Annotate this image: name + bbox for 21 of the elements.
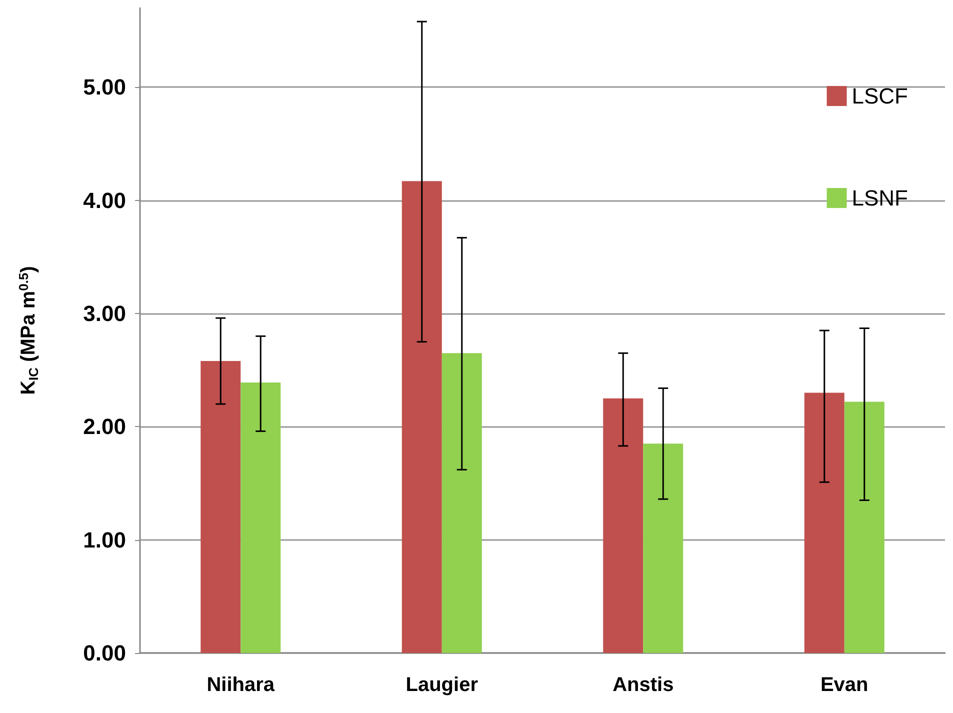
x-tick-label: Anstis [612, 674, 674, 696]
bar [603, 398, 644, 653]
x-tick-label: Laugier [406, 674, 478, 696]
y-tick-label: 2.00 [83, 414, 126, 440]
x-tick-label: Niihara [206, 674, 276, 696]
legend-label: LSCF [852, 84, 908, 108]
y-tick-label: 5.00 [83, 74, 126, 100]
bar [442, 353, 482, 653]
bar [844, 402, 884, 653]
y-tick-label: 1.00 [83, 527, 126, 552]
y-tick-label: 4.00 [83, 188, 126, 213]
bar [643, 444, 684, 653]
bar [240, 382, 281, 653]
bar [804, 392, 844, 653]
y-tick-label: 0.00 [83, 640, 126, 666]
legend-label: LSNF [852, 186, 908, 210]
y-axis-title: KIC (MPa m0.5) [16, 266, 41, 395]
bar [402, 181, 442, 653]
y-tick-label: 3.00 [83, 301, 126, 326]
bar [200, 361, 241, 653]
x-tick-label: Evan [820, 674, 868, 696]
